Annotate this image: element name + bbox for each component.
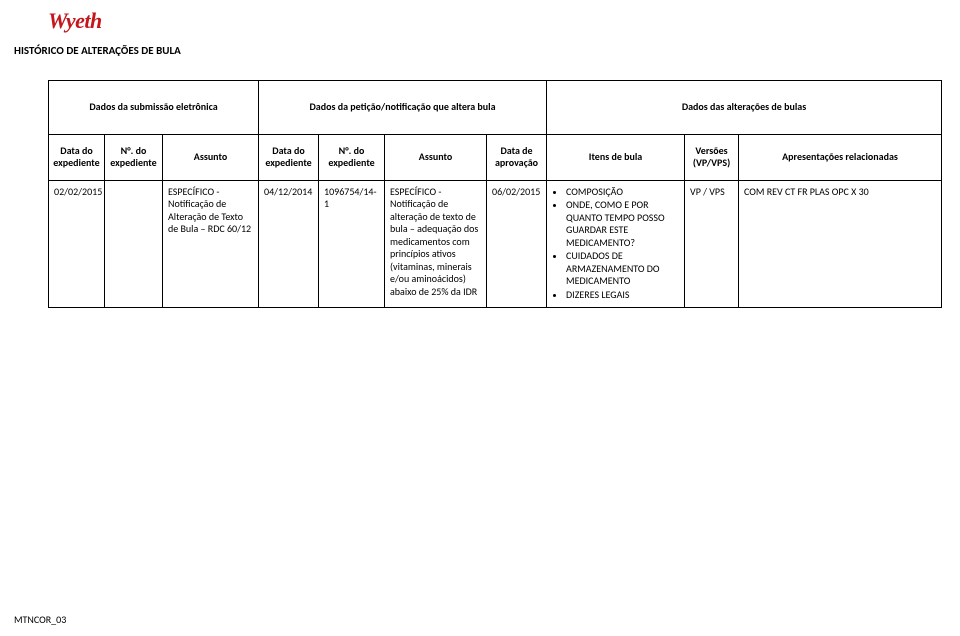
col-header: Assunto bbox=[385, 134, 487, 180]
col-header: Versões (VP/VPS) bbox=[685, 134, 739, 180]
footer-code: MTNCOR_03 bbox=[14, 613, 66, 626]
table-column-header-row: Data do expediente N°. do expediente Ass… bbox=[49, 134, 942, 180]
group-header-submission: Dados da submissão eletrônica bbox=[49, 81, 259, 135]
cell-data-expediente-sub: 02/02/2015 bbox=[49, 180, 105, 308]
cell-num-expediente-pet: 1096754/14-1 bbox=[319, 180, 385, 308]
list-item: ONDE, COMO E POR QUANTO TEMPO POSSO GUAR… bbox=[566, 199, 679, 249]
list-item: CUIDADOS DE ARMAZENAMENTO DO MEDICAMENTO bbox=[566, 250, 679, 288]
table-group-header-row: Dados da submissão eletrônica Dados da p… bbox=[49, 81, 942, 135]
cell-apresentacoes: COM REV CT FR PLAS OPC X 30 bbox=[739, 180, 942, 308]
itens-bula-list: COMPOSIÇÃO ONDE, COMO E POR QUANTO TEMPO… bbox=[552, 186, 679, 302]
col-header: Data do expediente bbox=[49, 134, 105, 180]
cell-num-expediente-sub bbox=[105, 180, 163, 308]
table-row: 02/02/2015 ESPECÍFICO - Notificação de A… bbox=[49, 180, 942, 308]
list-item: DIZERES LEGAIS bbox=[566, 289, 679, 302]
col-header: Data de aprovação bbox=[487, 134, 547, 180]
col-header: Itens de bula bbox=[547, 134, 685, 180]
list-item: COMPOSIÇÃO bbox=[566, 186, 679, 199]
cell-assunto-sub: ESPECÍFICO - Notificação de Alteração de… bbox=[163, 180, 259, 308]
history-table-container: Dados da submissão eletrônica Dados da p… bbox=[48, 80, 942, 308]
cell-itens-bula: COMPOSIÇÃO ONDE, COMO E POR QUANTO TEMPO… bbox=[547, 180, 685, 308]
page-title: HISTÓRICO DE ALTERAÇÕES DE BULA bbox=[14, 44, 181, 57]
cell-versoes: VP / VPS bbox=[685, 180, 739, 308]
col-header: N°. do expediente bbox=[105, 134, 163, 180]
col-header: N°. do expediente bbox=[319, 134, 385, 180]
group-header-alterations: Dados das alterações de bulas bbox=[547, 81, 942, 135]
cell-data-aprovacao: 06/02/2015 bbox=[487, 180, 547, 308]
cell-data-expediente-pet: 04/12/2014 bbox=[259, 180, 319, 308]
col-header: Data do expediente bbox=[259, 134, 319, 180]
col-header: Assunto bbox=[163, 134, 259, 180]
group-header-petition: Dados da petição/notificação que altera … bbox=[259, 81, 547, 135]
history-table: Dados da submissão eletrônica Dados da p… bbox=[48, 80, 942, 308]
cell-assunto-pet: ESPECÍFICO - Notificação de alteração de… bbox=[385, 180, 487, 308]
col-header: Apresentações relacionadas bbox=[739, 134, 942, 180]
brand-logo: Wyeth bbox=[48, 8, 102, 34]
